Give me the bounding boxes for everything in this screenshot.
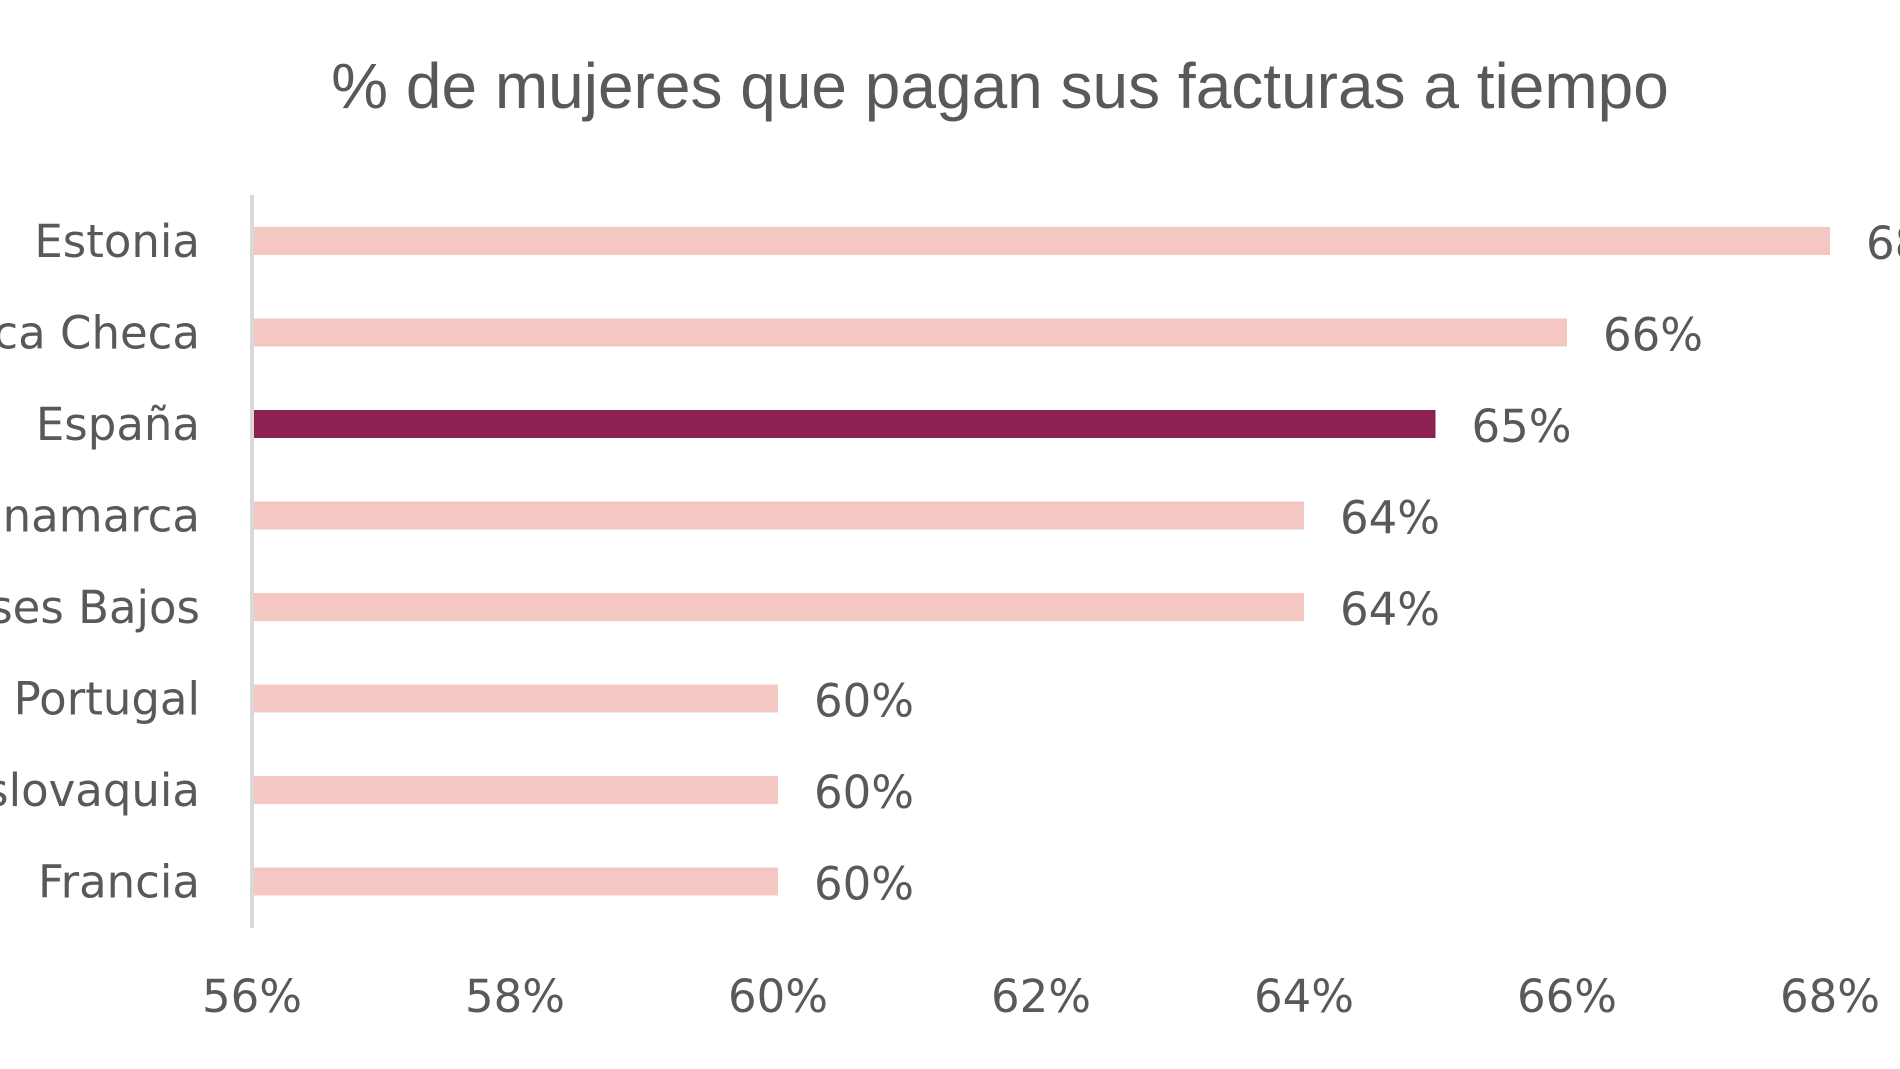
x-tick-label-0: 56% (202, 970, 302, 1023)
bar-1 (252, 318, 1567, 347)
data-label-2: 65% (1472, 400, 1572, 453)
x-tick-label-2: 60% (728, 970, 828, 1023)
bar-2 (252, 410, 1436, 438)
data-label-5: 60% (814, 675, 914, 728)
x-ticks-group: 56% 58% 60% 62% 64% 66% 68% (202, 970, 1880, 1023)
category-label-3: Dinamarca (0, 490, 200, 543)
data-label-1: 66% (1603, 309, 1703, 362)
category-label-4: Países Bajos (0, 581, 200, 634)
data-label-6: 60% (814, 766, 914, 819)
x-tick-label-4: 64% (1254, 970, 1354, 1023)
data-label-3: 64% (1340, 492, 1440, 545)
bar-5 (252, 684, 778, 713)
category-label-6: Eslovaquia (0, 764, 200, 817)
bar-0 (252, 227, 1830, 255)
chart-title: % de mujeres que pagan sus facturas a ti… (331, 50, 1669, 122)
bar-6 (252, 776, 778, 804)
x-tick-label-1: 58% (465, 970, 565, 1023)
x-tick-label-5: 66% (1517, 970, 1617, 1023)
category-label-5: Portugal (14, 673, 200, 726)
data-label-0: 68% (1866, 217, 1900, 270)
labels-group: Estonia 68% República Checa 66% España 65% Din… (0, 215, 1900, 911)
bar-7 (252, 867, 778, 896)
bar-3 (252, 501, 1304, 530)
bars-group (252, 227, 1830, 896)
x-tick-label-3: 62% (991, 970, 1091, 1023)
category-label-0: Estonia (34, 215, 200, 268)
data-label-4: 64% (1340, 583, 1440, 636)
category-label-7: Francia (38, 856, 200, 909)
x-tick-label-6: 68% (1780, 970, 1880, 1023)
category-label-1: República Checa (0, 307, 200, 360)
category-label-2: España (36, 398, 200, 451)
bar-4 (252, 593, 1304, 621)
data-label-7: 60% (814, 858, 914, 911)
